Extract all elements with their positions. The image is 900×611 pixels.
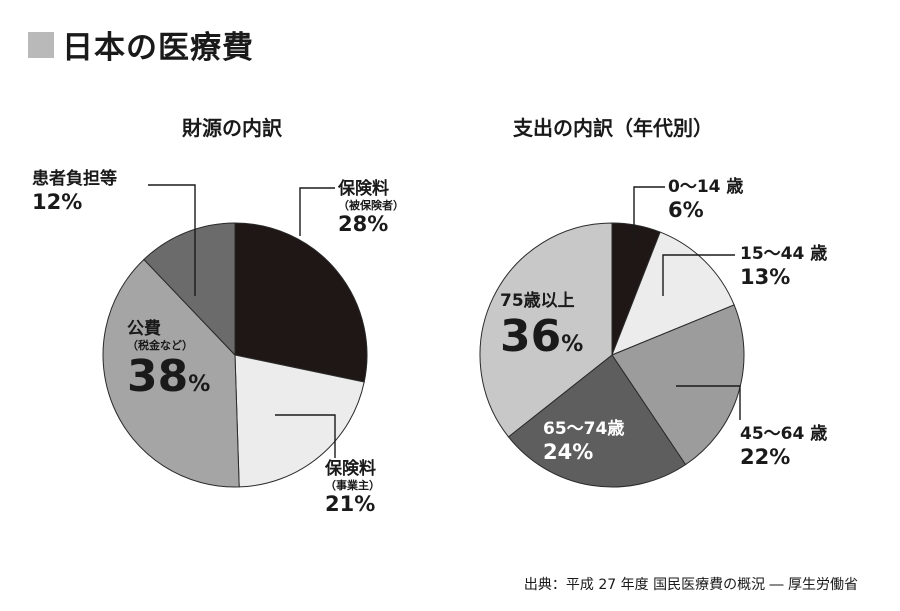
- leader-age-15-44: [662, 254, 735, 296]
- slice-percent: 13%: [740, 264, 791, 289]
- slice-percent: 22%: [740, 444, 791, 469]
- source-note: 出典：平成 27 年度 国民医療費の概況 ― 厚生労働省: [523, 577, 858, 593]
- slice-name: 患者負担等: [32, 169, 117, 189]
- slice-percent: 21%: [325, 492, 376, 517]
- slice-percent: 36: [500, 310, 562, 362]
- leader-patient-share: [148, 184, 196, 296]
- title-row: 日本の医療費: [28, 22, 254, 67]
- slice-percent: 12%: [32, 189, 83, 214]
- page-title: 日本の医療費: [62, 30, 254, 66]
- slice-percent: 24%: [543, 439, 594, 464]
- label-patient-share: 患者負担等 12%: [32, 169, 117, 214]
- slice-name: 0～14 歳: [668, 177, 744, 197]
- slice-public-funds: [102, 258, 240, 488]
- leader-employer-premium: [275, 414, 336, 458]
- label-employer-premium: 保険料 （事業主） 21%: [325, 459, 380, 517]
- slice-name: 公費: [127, 319, 161, 339]
- slice-patient-share: [143, 222, 236, 357]
- chart-title-funding: 財源の内訳: [182, 116, 282, 140]
- slice-name: 45～64 歳: [740, 424, 828, 444]
- slice-name: 保険料: [338, 179, 389, 199]
- label-age-75-plus: 75歳以上 36%: [500, 291, 584, 362]
- slice-employer-premium: [234, 354, 365, 488]
- percent-sign: %: [188, 372, 211, 398]
- label-age-15-44: 15～44 歳 13%: [740, 244, 828, 289]
- leader-age-0-14: [633, 186, 665, 244]
- slice-age-75-plus: [479, 222, 613, 438]
- title-marker: [28, 31, 54, 58]
- label-age-0-14: 0～14 歳 6%: [668, 177, 744, 222]
- label-age-65-74: 65～74歳 24%: [543, 419, 625, 464]
- slice-name: 15～44 歳: [740, 244, 828, 264]
- chart-title-spending: 支出の内訳（年代別）: [513, 116, 713, 140]
- leader-insured-premium: [299, 187, 335, 236]
- label-age-45-64: 45～64 歳 22%: [740, 424, 828, 469]
- slice-age-15-44: [611, 231, 735, 356]
- slice-sublabel: （税金など）: [127, 338, 193, 352]
- slice-name: 65～74歳: [543, 419, 625, 439]
- percent-sign: %: [561, 331, 584, 357]
- label-public-funds: 公費 （税金など） 38%: [127, 319, 211, 403]
- leader-age-45-64: [676, 385, 741, 420]
- slice-sublabel: （事業主）: [325, 478, 380, 492]
- slice-name: 75歳以上: [500, 291, 575, 311]
- label-insured-premium: 保険料 （被保険者） 28%: [338, 179, 404, 237]
- slice-percent: 6%: [668, 197, 704, 222]
- slice-insured-premium: [234, 222, 368, 383]
- slice-percent: 28%: [338, 212, 389, 237]
- slice-percent: 38: [127, 351, 189, 403]
- slice-sublabel: （被保険者）: [338, 198, 404, 212]
- slice-name: 保険料: [325, 459, 376, 479]
- slice-age-45-64: [611, 304, 745, 466]
- slice-age-65-74: [507, 354, 687, 488]
